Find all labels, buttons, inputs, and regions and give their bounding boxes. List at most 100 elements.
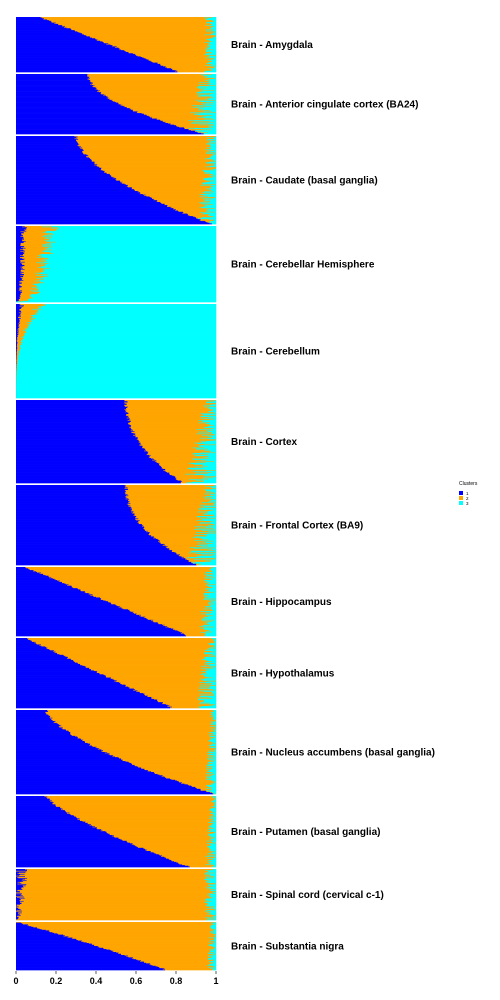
bar-segment-cluster-2	[113, 835, 208, 837]
bar-segment-cluster-3	[207, 835, 217, 837]
bar-segment-cluster-3	[207, 177, 217, 179]
bar-segment-cluster-3	[205, 614, 217, 616]
bar-segment-cluster-1	[16, 522, 138, 524]
bar-segment-cluster-1	[16, 562, 192, 564]
bar-segment-cluster-3	[204, 118, 217, 120]
bar-segment-cluster-2	[19, 305, 43, 307]
bar-segment-cluster-2	[135, 517, 208, 519]
bar-segment-cluster-1	[16, 547, 166, 548]
bar-segment-cluster-1	[16, 719, 52, 721]
bar-segment-cluster-1	[16, 632, 183, 634]
bar-segment-cluster-1	[16, 155, 89, 157]
bar-segment-cluster-1	[16, 681, 117, 683]
bar-segment-cluster-2	[144, 450, 211, 452]
bar-segment-cluster-1	[16, 706, 173, 708]
bar-segment-cluster-2	[148, 455, 195, 457]
bar-segment-cluster-2	[106, 832, 216, 834]
bar-segment-cluster-1	[16, 67, 168, 69]
bar-segment-cluster-2	[16, 369, 17, 371]
bar-segment-cluster-3	[205, 779, 217, 781]
bar-segment-cluster-2	[69, 812, 212, 814]
bar-segment-cluster-2	[48, 711, 215, 713]
bar-segment-cluster-3	[204, 902, 217, 904]
bar-segment-cluster-3	[210, 875, 217, 877]
bar-segment-cluster-3	[208, 417, 217, 419]
bar-segment-cluster-3	[204, 75, 217, 76]
bar-segment-cluster-2	[100, 599, 204, 601]
bar-segment-cluster-3	[209, 419, 217, 421]
bar-segment-cluster-3	[210, 862, 217, 864]
bar-segment-cluster-1	[16, 488, 128, 490]
bar-segment-cluster-2	[21, 277, 44, 279]
bar-segment-cluster-2	[128, 498, 211, 499]
bar-segment-cluster-1	[16, 89, 98, 91]
bar-segment-cluster-3	[212, 488, 217, 490]
bar-segment-cluster-2	[147, 696, 201, 698]
bar-segment-cluster-1	[16, 652, 55, 654]
bar-segment-cluster-3	[195, 532, 217, 534]
bar-segment-cluster-3	[205, 162, 217, 164]
bar-segment-cluster-2	[20, 894, 208, 896]
bar-segment-cluster-3	[206, 784, 217, 786]
bar-segment-cluster-1	[16, 663, 81, 665]
bar-segment-cluster-2	[43, 574, 205, 576]
bar-segment-cluster-3	[208, 849, 217, 851]
bar-segment-cluster-1	[16, 570, 34, 572]
bar-segment-cluster-1	[16, 191, 139, 192]
bar-segment-cluster-2	[190, 130, 195, 132]
bar-segment-cluster-2	[21, 899, 206, 901]
bar-segment-cluster-1	[16, 643, 37, 645]
bar-segment-cluster-3	[215, 598, 217, 600]
bar-segment-cluster-1	[16, 854, 159, 856]
bar-segment-cluster-1	[16, 111, 138, 113]
bar-segment-cluster-3	[212, 730, 217, 732]
bar-segment-cluster-3	[214, 485, 217, 486]
bar-segment-cluster-1	[16, 452, 148, 454]
bar-segment-cluster-3	[212, 819, 217, 821]
bar-segment-cluster-3	[207, 833, 217, 835]
bar-segment-cluster-3	[211, 404, 217, 406]
bar-segment-cluster-1	[16, 840, 127, 842]
bar-segment-cluster-3	[213, 639, 217, 641]
bar-segment-cluster-3	[214, 434, 217, 436]
bar-segment-cluster-1	[16, 359, 17, 361]
bar-segment-cluster-3	[208, 616, 217, 618]
bar-segment-cluster-3	[211, 650, 217, 652]
bar-segment-cluster-2	[124, 50, 206, 52]
bar-segment-cluster-1	[16, 592, 86, 594]
bar-segment-cluster-2	[159, 967, 215, 969]
bar-segment-cluster-2	[23, 274, 42, 276]
bar-segment-cluster-3	[211, 772, 217, 774]
bar-segment-cluster-1	[16, 307, 22, 309]
bar-segment-cluster-1	[16, 788, 201, 790]
bar-segment-cluster-3	[209, 828, 217, 830]
bar-segment-cluster-1	[16, 700, 158, 702]
bar-segment-cluster-3	[208, 457, 217, 459]
bar-segment-cluster-3	[210, 23, 217, 25]
bar-segment-cluster-3	[215, 78, 217, 80]
bar-segment-cluster-3	[200, 702, 217, 704]
bar-segment-cluster-3	[214, 641, 217, 643]
bar-segment-cluster-2	[147, 618, 202, 620]
bar-segment-cluster-2	[153, 537, 200, 539]
bar-segment-cluster-2	[36, 571, 213, 573]
bar-segment-cluster-2	[172, 550, 191, 552]
bar-segment-cluster-3	[200, 611, 217, 613]
bar-segment-cluster-1	[16, 889, 23, 891]
bar-segment-cluster-1	[16, 350, 18, 352]
bar-segment-cluster-2	[17, 300, 24, 302]
bar-segment-cluster-1	[16, 229, 27, 230]
bar-segment-cluster-3	[200, 440, 217, 442]
bar-segment-cluster-1	[16, 692, 141, 694]
bar-segment-cluster-2	[131, 511, 198, 513]
bar-segment-cluster-1	[16, 314, 21, 316]
bar-segment-cluster-3	[201, 217, 217, 219]
bar-segment-cluster-3	[212, 579, 217, 581]
bar-segment-cluster-3	[203, 111, 217, 113]
bar-segment-cluster-2	[18, 325, 29, 327]
bar-segment-cluster-3	[32, 291, 217, 293]
bar-segment-cluster-2	[20, 272, 36, 274]
bar-segment-cluster-1	[16, 148, 83, 150]
bar-segment-cluster-3	[206, 19, 217, 21]
bar-segment-cluster-1	[16, 586, 73, 588]
